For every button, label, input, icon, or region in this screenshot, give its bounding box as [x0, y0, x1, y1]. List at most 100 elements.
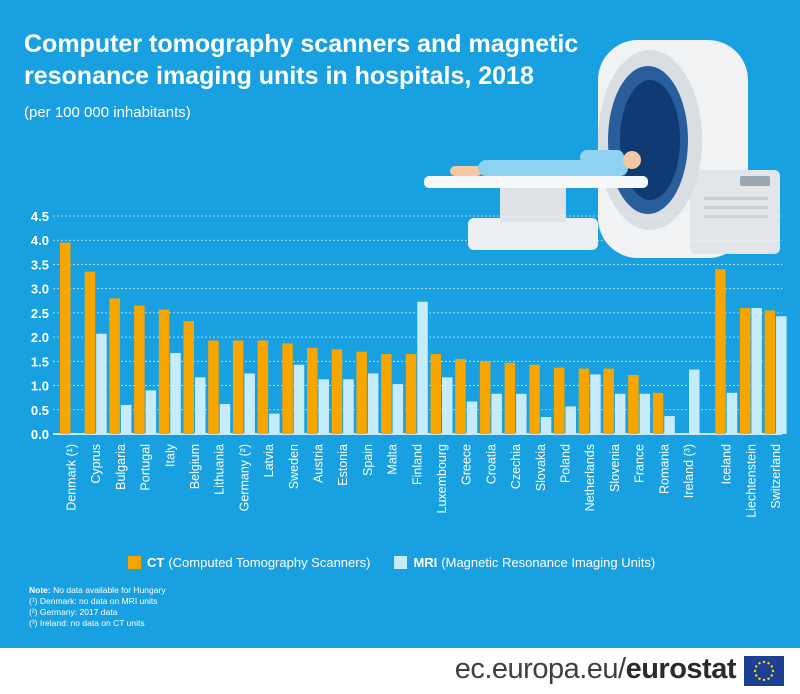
- y-tick-label: 3.0: [31, 282, 49, 297]
- y-tick-label: 2.0: [31, 330, 49, 345]
- bar-mri: [417, 301, 428, 434]
- x-tick-label: Cyprus: [89, 444, 103, 484]
- bar-mri: [367, 373, 379, 434]
- note-hungary-text: No data available for Hungary: [53, 585, 166, 595]
- bar-ct: [405, 354, 417, 434]
- x-tick-label: Croatia: [484, 444, 498, 484]
- bar-ct: [356, 351, 367, 434]
- x-tick-label: Estonia: [336, 444, 350, 486]
- scanner-console-vent: [704, 197, 768, 200]
- eu-star: [762, 678, 766, 682]
- bar-mri: [392, 384, 404, 434]
- y-tick-label: 3.5: [31, 257, 49, 272]
- bar-mri: [565, 406, 576, 434]
- x-tick-label: France: [633, 444, 647, 483]
- x-tick-label: Sweden: [287, 444, 301, 489]
- scanner-console-vent: [704, 215, 768, 218]
- footer-site: ec.europa.eu/: [454, 653, 626, 685]
- note-germany: (²) Germany: 2017 data: [29, 607, 118, 617]
- bar-ct: [331, 349, 343, 434]
- bar-ct: [652, 392, 664, 434]
- x-tick-label: Slovenia: [608, 444, 622, 492]
- footer-link[interactable]: ec.europa.eu/eurostat: [454, 653, 737, 686]
- x-tick-label: Liechtenstein: [744, 444, 758, 518]
- x-tick-label: Finland: [410, 444, 424, 485]
- x-tick-label: Portugal: [139, 444, 153, 491]
- bar-mri: [751, 308, 762, 434]
- ct-scanner-illustration: [424, 40, 780, 258]
- bar-ct: [183, 321, 194, 434]
- x-tick-label: Netherlands: [583, 444, 597, 511]
- bar-ct: [307, 347, 318, 434]
- y-axis: 0.0 0.5 1.0 1.5 2.0 2.5 3.0 3.5 4.0 4.5: [31, 209, 49, 442]
- chart-title: Computer tomography scanners and magneti…: [24, 30, 579, 90]
- x-tick-label: Bulgaria: [114, 444, 128, 490]
- bar-ct: [628, 374, 639, 434]
- bar-mri: [96, 333, 107, 434]
- x-tick-label: Belgium: [188, 444, 202, 489]
- scanner-table-base: [468, 218, 598, 250]
- patient-head: [623, 151, 641, 169]
- bar-ct: [455, 358, 466, 434]
- bar-ct: [257, 340, 269, 434]
- bar-mri: [120, 404, 132, 434]
- scanner-table-top: [424, 176, 648, 188]
- x-tick-label: Lithuania: [213, 444, 227, 495]
- bar-mri: [145, 390, 157, 434]
- y-tick-label: 2.5: [31, 306, 49, 321]
- x-tick-label: Czechia: [509, 444, 523, 489]
- eu-star: [770, 674, 773, 677]
- patient-torso: [580, 150, 624, 164]
- bar-ct: [578, 368, 590, 434]
- eu-star: [753, 669, 757, 673]
- bar-ct: [430, 354, 441, 434]
- bar-ct: [134, 305, 145, 434]
- bar-mri: [689, 369, 700, 434]
- y-tick-label: 4.0: [31, 233, 49, 248]
- bar-ct: [381, 354, 392, 434]
- legend-desc-mri: (Magnetic Resonance Imaging Units): [441, 554, 656, 570]
- eu-star: [767, 677, 770, 680]
- legend-key-mri: MRI: [413, 554, 438, 570]
- bar-mri: [726, 392, 738, 434]
- x-tick-label: Latvia: [262, 444, 276, 477]
- x-tick-label: Greece: [460, 444, 474, 485]
- bar-ct: [504, 362, 516, 434]
- scanner-control-panel: [740, 176, 770, 186]
- note-denmark: (¹) Denmark: no data on MRI units: [29, 596, 158, 606]
- bar-mri: [540, 417, 552, 434]
- bar-mri: [442, 377, 453, 434]
- x-tick-label: Romania: [657, 444, 671, 494]
- eu-star: [755, 674, 758, 677]
- x-tick-label: Ireland (³): [682, 444, 696, 498]
- x-tick-label: Slovakia: [534, 444, 548, 491]
- scanner-table-pedestal: [500, 188, 566, 222]
- bar-ct: [715, 269, 726, 434]
- legend-item-mri: MRI (Magnetic Resonance Imaging Units): [394, 555, 655, 570]
- bar-mri: [293, 364, 305, 434]
- bar-mri: [195, 377, 206, 434]
- eu-flag-field: [744, 656, 784, 686]
- x-axis-labels: Denmark (¹) Cyprus Bulgaria Portugal Italy Be…: [65, 443, 784, 517]
- bar-ct: [529, 364, 540, 434]
- bars: [60, 242, 787, 434]
- scanner-console-vent: [704, 206, 768, 209]
- bar-mri: [664, 416, 675, 434]
- note-hungary: Note: No data available for Hungary: [29, 585, 166, 596]
- bar-mri: [170, 353, 181, 434]
- eu-star: [758, 677, 761, 680]
- x-tick-label: Austria: [312, 444, 326, 483]
- eu-star: [762, 660, 766, 664]
- chart-subtitle: (per 100 000 inhabitants): [24, 104, 191, 121]
- bar-ct: [158, 309, 170, 434]
- legend: CT (Computed Tomography Scanners) MRI (M…: [128, 552, 679, 572]
- bar-ct: [479, 361, 491, 434]
- bar-mri: [466, 401, 478, 434]
- bar-mri: [343, 379, 354, 434]
- note-ireland: (³) Ireland: no data on CT units: [29, 618, 145, 628]
- scanner-bore: [620, 80, 680, 200]
- eu-star: [767, 662, 770, 665]
- bar-ct: [232, 340, 244, 434]
- bar-mri: [244, 373, 255, 434]
- x-tick-label: Italy: [163, 443, 177, 467]
